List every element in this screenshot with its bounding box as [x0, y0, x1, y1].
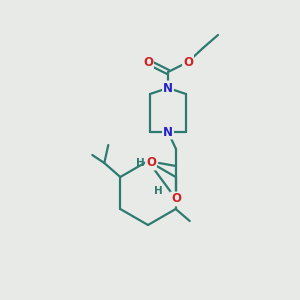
Text: N: N	[163, 125, 173, 139]
Text: H: H	[154, 186, 162, 196]
Text: O: O	[146, 157, 156, 169]
Text: O: O	[143, 56, 153, 68]
Text: O: O	[183, 56, 193, 68]
Text: N: N	[163, 82, 173, 94]
Text: H: H	[136, 158, 144, 168]
Text: O: O	[171, 193, 181, 206]
